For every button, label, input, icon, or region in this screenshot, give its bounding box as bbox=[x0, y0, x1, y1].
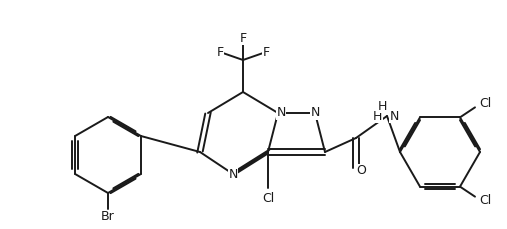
Text: H: H bbox=[373, 109, 382, 123]
Text: Cl: Cl bbox=[262, 191, 274, 204]
Text: N: N bbox=[228, 167, 238, 180]
Text: N: N bbox=[390, 109, 400, 123]
Text: Cl: Cl bbox=[479, 97, 491, 110]
Text: F: F bbox=[239, 32, 246, 44]
Text: O: O bbox=[356, 164, 366, 177]
Text: F: F bbox=[263, 46, 270, 58]
Text: Cl: Cl bbox=[479, 194, 491, 207]
Text: H: H bbox=[377, 99, 387, 112]
Text: N: N bbox=[310, 106, 320, 120]
Text: Br: Br bbox=[101, 210, 115, 224]
Text: F: F bbox=[216, 46, 224, 58]
Text: N: N bbox=[276, 106, 285, 120]
